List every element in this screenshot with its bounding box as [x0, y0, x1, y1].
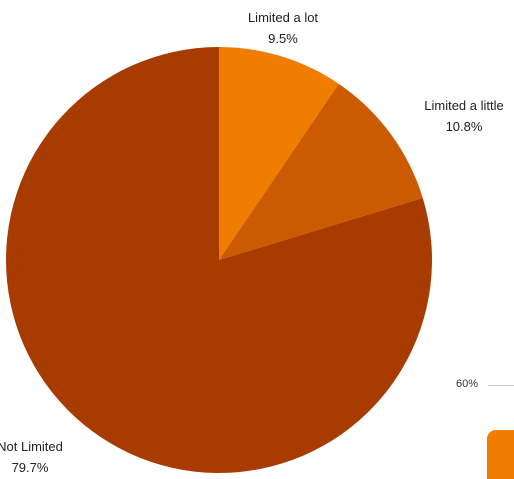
- adjacent-axis-tick-label: 60%: [456, 378, 479, 390]
- slice-percent: 9.5%: [268, 31, 298, 46]
- slice-name: Not Limited: [0, 439, 63, 454]
- adjacent-axis-gridline: [488, 385, 514, 386]
- pie-slice-not-limited: [5, 47, 432, 473]
- slice-percent: 10.8%: [445, 119, 483, 134]
- pie-slice-limited-a-lot: [219, 47, 339, 260]
- pie-slice-limited-a-little: [219, 83, 423, 260]
- slice-label-not-limited: Not Limited 79.7%: [0, 438, 85, 477]
- slice-label-limited-a-little: Limited a little 10.8%: [406, 97, 514, 136]
- adjacent-chart-bar: [487, 430, 514, 479]
- slice-name: Limited a little: [424, 98, 504, 113]
- slice-label-limited-a-lot: Limited a lot 9.5%: [228, 9, 338, 48]
- slice-percent: 79.7%: [11, 460, 49, 475]
- slice-name: Limited a lot: [247, 10, 319, 25]
- pie-slices: [5, 47, 432, 473]
